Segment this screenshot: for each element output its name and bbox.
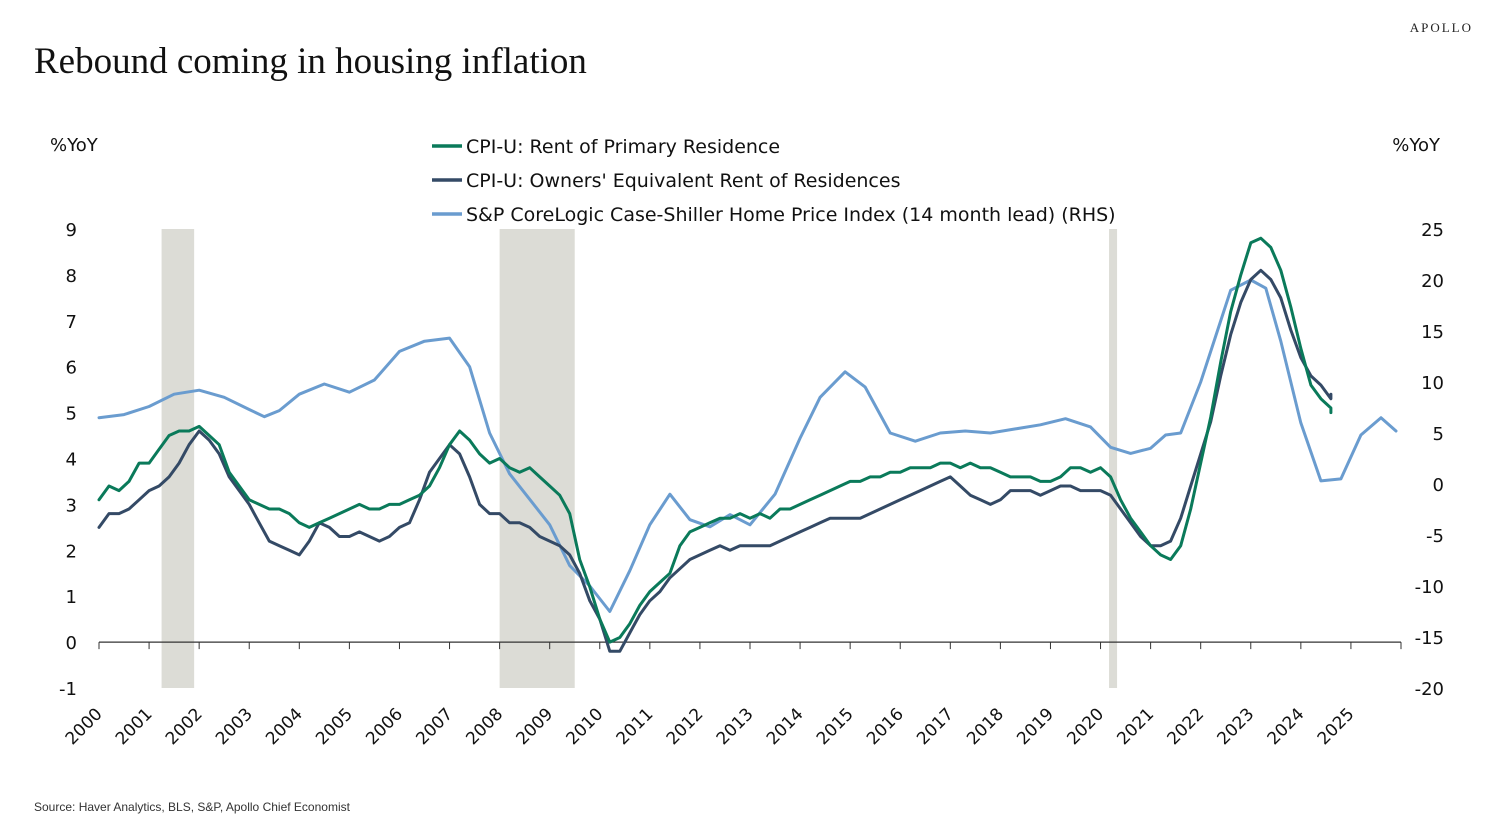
series-line-2 xyxy=(97,278,1398,613)
recession-bands xyxy=(161,229,1118,688)
x-tick-label-2009: 2009 xyxy=(512,704,557,749)
x-tick-label-2014: 2014 xyxy=(763,704,808,749)
y-tick-left-5: 5 xyxy=(66,404,77,425)
x-tick-label-2023: 2023 xyxy=(1214,704,1259,749)
series-line-0 xyxy=(97,236,1333,644)
x-tick-label-2021: 2021 xyxy=(1113,704,1158,749)
x-tick-label-2011: 2011 xyxy=(613,704,658,749)
y-tick-left-0: 0 xyxy=(66,633,77,654)
y-tick-right-0: 0 xyxy=(1433,475,1444,496)
x-tick-label-2006: 2006 xyxy=(362,704,407,749)
legend-label-1: CPI-U: Owners' Equivalent Rent of Reside… xyxy=(466,170,900,192)
y-tick-left-3: 3 xyxy=(66,495,77,516)
x-tick-label-2017: 2017 xyxy=(913,704,958,749)
y-tick-right--10: -10 xyxy=(1415,577,1444,598)
source-note: Source: Haver Analytics, BLS, S&P, Apoll… xyxy=(34,800,350,814)
y-tick-right--15: -15 xyxy=(1415,628,1444,649)
y-axis-label-left: %YoY xyxy=(50,135,99,156)
chart-legend: CPI-U: Rent of Primary Residence CPI-U: O… xyxy=(432,136,1116,226)
y-tick-right-25: 25 xyxy=(1421,220,1444,241)
x-tick-label-2008: 2008 xyxy=(462,704,507,749)
x-tick-label-2024: 2024 xyxy=(1264,704,1309,749)
x-tick-label-2016: 2016 xyxy=(863,704,908,749)
x-tick-label-2019: 2019 xyxy=(1013,704,1058,749)
chart-series xyxy=(97,236,1398,653)
x-tick-label-2002: 2002 xyxy=(162,704,207,749)
y-tick-left-2: 2 xyxy=(66,541,77,562)
x-tick-label-2005: 2005 xyxy=(312,704,357,749)
y-tick-right--20: -20 xyxy=(1415,679,1444,700)
y-axis-label-right: %YoY xyxy=(1392,135,1441,156)
chart-axes: 2000 2001 2002 2003 2004 2005 2006 2007 2008 2009… xyxy=(59,220,1444,749)
y-tick-left--1: -1 xyxy=(59,679,77,700)
y-tick-left-6: 6 xyxy=(66,358,77,379)
y-tick-left-8: 8 xyxy=(66,266,77,287)
recession-band-1 xyxy=(499,229,575,688)
x-tick-label-2013: 2013 xyxy=(713,704,758,749)
y-tick-right-10: 10 xyxy=(1421,373,1444,394)
y-tick-left-9: 9 xyxy=(66,220,77,241)
x-tick-label-2007: 2007 xyxy=(412,704,457,749)
x-tick-label-2003: 2003 xyxy=(212,704,257,749)
x-tick-label-2025: 2025 xyxy=(1314,704,1359,749)
legend-label-0: CPI-U: Rent of Primary Residence xyxy=(466,136,780,158)
recession-band-2 xyxy=(1109,229,1118,688)
recession-band-0 xyxy=(161,229,195,688)
y-tick-left-7: 7 xyxy=(66,312,77,333)
x-tick-label-2000: 2000 xyxy=(62,704,107,749)
legend-label-2: S&P CoreLogic Case-Shiller Home Price In… xyxy=(466,204,1116,226)
y-tick-right-20: 20 xyxy=(1421,271,1444,292)
y-tick-left-4: 4 xyxy=(66,450,77,471)
x-tick-label-2004: 2004 xyxy=(262,704,307,749)
x-tick-label-2022: 2022 xyxy=(1163,704,1208,749)
y-tick-right--5: -5 xyxy=(1426,526,1444,547)
y-tick-right-15: 15 xyxy=(1421,322,1444,343)
x-tick-label-2015: 2015 xyxy=(813,704,858,749)
x-tick-label-2010: 2010 xyxy=(563,704,608,749)
y-tick-right-5: 5 xyxy=(1433,424,1444,445)
y-tick-left-1: 1 xyxy=(66,587,77,608)
x-tick-label-2001: 2001 xyxy=(112,704,157,749)
series-line-1 xyxy=(97,268,1333,653)
x-tick-label-2018: 2018 xyxy=(963,704,1008,749)
brand-logo-text: APOLLO xyxy=(1409,20,1473,35)
chart-title: Rebound coming in housing inflation xyxy=(34,41,587,82)
x-tick-label-2012: 2012 xyxy=(663,704,708,749)
x-tick-label-2020: 2020 xyxy=(1063,704,1108,749)
